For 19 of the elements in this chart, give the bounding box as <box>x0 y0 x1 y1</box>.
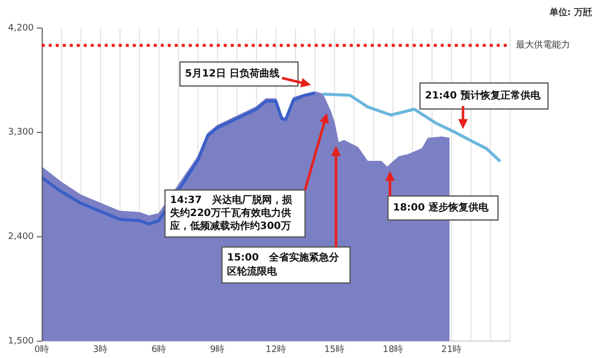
annotation: 15:00 全省实施紧急分区轮流限电 <box>227 252 340 278</box>
x-tick-label: 0時 <box>34 344 50 355</box>
x-tick-label: 9時 <box>210 344 225 355</box>
x-tick-label: 12時 <box>266 344 286 355</box>
y-tick-label: 4,200 <box>8 23 34 34</box>
x-tick-label: 3時 <box>92 344 108 355</box>
annotation: 14:37 兴达电厂脱网，损失约220万千瓦有效电力供应，低频减载动作约300万 <box>169 194 293 232</box>
annotation: 21:40 预计恢复正常供电 <box>425 90 542 102</box>
annotation: 18:00 逐步恢复供电 <box>393 202 490 214</box>
y-tick-label: 2,400 <box>8 232 34 242</box>
annotation: 5月12日 日负荷曲线 <box>185 68 280 80</box>
ref-line-label: 最大供電能力 <box>516 40 570 51</box>
x-tick-label: 21時 <box>441 344 462 355</box>
x-tick-label: 6時 <box>151 344 166 355</box>
y-tick-label: 1,500 <box>8 336 34 347</box>
y-tick-label: 3,300 <box>8 128 34 138</box>
text: 单位: 万瓩 <box>548 6 592 18</box>
x-tick-label: 18時 <box>382 344 404 355</box>
x-tick-label: 15時 <box>324 344 345 355</box>
